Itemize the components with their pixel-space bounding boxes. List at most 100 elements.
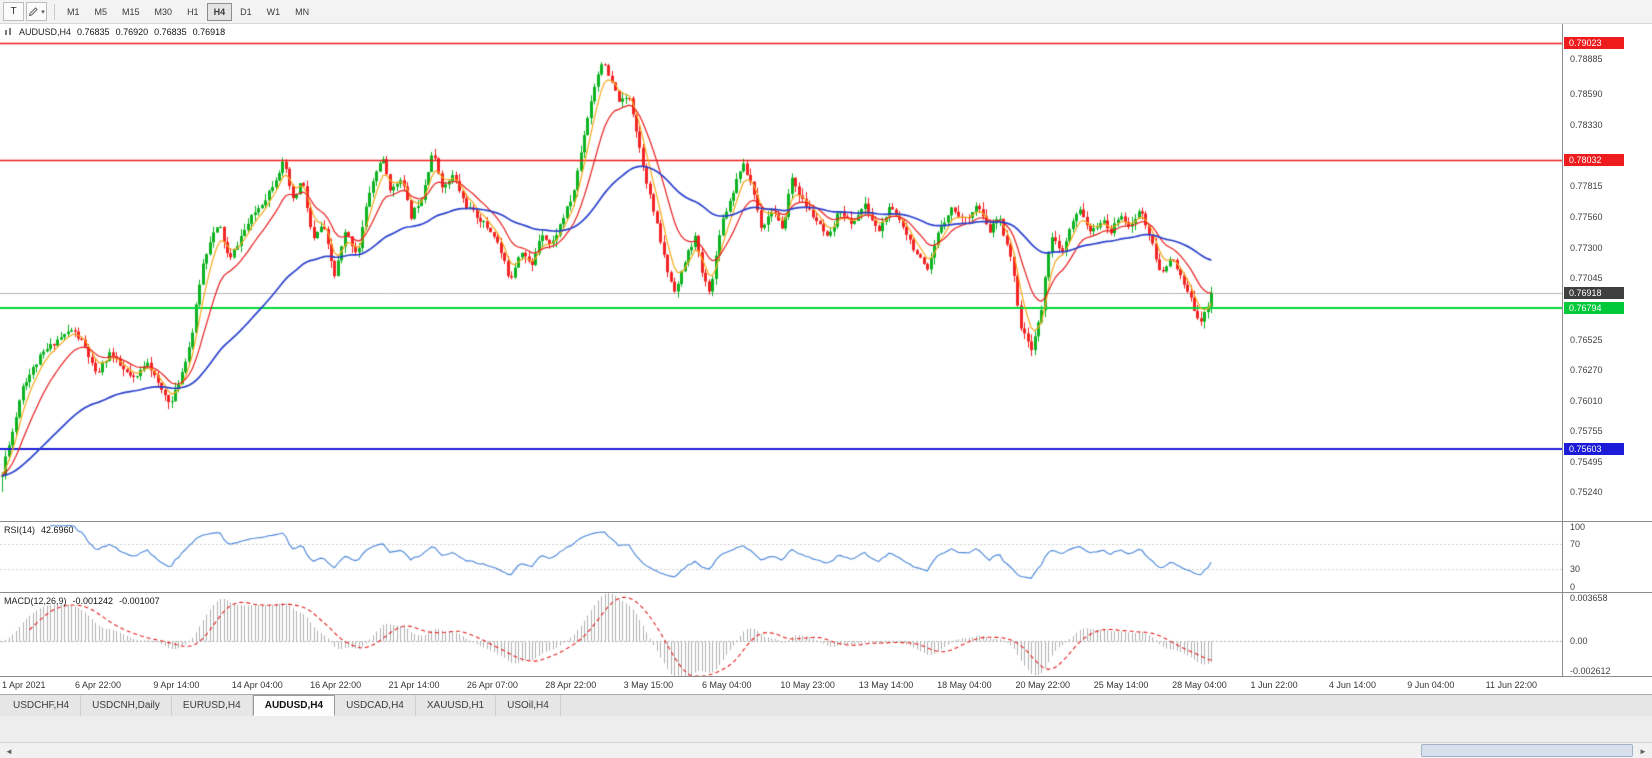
time-axis-label: 20 May 22:00 <box>1015 680 1070 690</box>
rsi-axis[interactable]: 100 70 30 0 <box>1562 522 1652 592</box>
timeframe-button-m15[interactable]: M15 <box>115 3 147 21</box>
pencil-icon <box>29 7 38 17</box>
rsi-axis-tick: 30 <box>1570 564 1581 575</box>
chart-tab-eurusd-h4[interactable]: EURUSD,H4 <box>171 695 253 716</box>
ohlc-high: 0.76920 <box>115 27 149 37</box>
toolbar-button-t[interactable]: T <box>3 2 24 21</box>
time-axis-label: 28 May 04:00 <box>1172 680 1227 690</box>
price-axis-tick: 0.76010 <box>1570 395 1603 406</box>
time-axis-label: 10 May 23:00 <box>780 680 835 690</box>
time-axis-label: 28 Apr 22:00 <box>545 680 597 690</box>
scroll-right-arrow-icon[interactable]: ► <box>1639 746 1647 756</box>
price-axis-tick: 0.78330 <box>1570 120 1603 131</box>
chart-tabs-bar: USDCHF,H4 USDCNH,Daily EURUSD,H4 AUDUSD,H4 U… <box>0 694 1652 716</box>
time-axis-label: 6 Apr 22:00 <box>75 680 122 690</box>
price-axis-tick: 0.76525 <box>1570 334 1603 345</box>
tab-label: USOil,H4 <box>507 700 549 711</box>
timeframe-button-m30[interactable]: M30 <box>148 3 180 21</box>
time-axis-label: 21 Apr 14:00 <box>388 680 440 690</box>
time-axis-label: 9 Jun 04:00 <box>1407 680 1455 690</box>
time-axis-label: 6 May 04:00 <box>701 680 752 690</box>
macd-value-signal: -0.001007 <box>119 596 160 606</box>
macd-axis[interactable]: 0.003658 0.00 -0.002612 <box>1562 593 1652 676</box>
macd-value-main: -0.001242 <box>72 596 114 606</box>
horizontal-scrollbar[interactable]: ◄ ► <box>0 742 1652 758</box>
time-axis-label: 11 Jun 22:00 <box>1485 680 1538 690</box>
timeframe-button-h1[interactable]: H1 <box>180 3 206 21</box>
status-strip <box>0 716 1652 742</box>
price-line-label: 0.76794 <box>1564 301 1624 314</box>
tab-label: EURUSD,H4 <box>182 700 241 711</box>
time-axis-label: 16 Apr 22:00 <box>310 680 362 690</box>
scroll-left-arrow-icon[interactable]: ◄ <box>5 746 13 756</box>
timeframe-button-m5[interactable]: M5 <box>88 3 115 21</box>
price-line-label: 0.78032 <box>1564 154 1624 167</box>
rsi-axis-tick: 70 <box>1570 538 1581 549</box>
macd-pane: MACD(12,26,9) -0.001242 -0.001007 0.0036… <box>0 592 1652 676</box>
rsi-canvas[interactable] <box>0 522 1562 592</box>
draw-tool-button[interactable]: ▾ <box>26 2 47 21</box>
ohlc-close: 0.76918 <box>192 27 226 37</box>
rsi-name: RSI(14) <box>4 525 36 535</box>
rsi-label: RSI(14) 42.6960 <box>4 525 74 535</box>
top-toolbar: T ▾ M1 M5 M15 M30 H1 H4 D1 W1 MN <box>0 0 1652 24</box>
price-line-label: 0.75603 <box>1564 443 1624 456</box>
time-axis-label: 14 Apr 04:00 <box>231 680 283 690</box>
price-axis[interactable]: 0.78885 0.78590 0.78330 0.77815 0.77560 0.773… <box>1562 24 1652 521</box>
chart-tab-usdcad-h4[interactable]: USDCAD,H4 <box>335 695 416 716</box>
symbol-icon <box>5 28 11 35</box>
time-axis-label: 9 Apr 14:00 <box>153 680 200 690</box>
macd-axis-tick: -0.002612 <box>1570 666 1611 676</box>
timeframe-button-m1[interactable]: M1 <box>60 3 87 21</box>
tab-label: USDCAD,H4 <box>346 700 404 711</box>
price-axis-tick: 0.77815 <box>1570 181 1603 192</box>
tab-label: AUDUSD,H4 <box>264 700 324 711</box>
ohlc-low: 0.76835 <box>154 27 187 37</box>
macd-canvas[interactable] <box>0 593 1562 676</box>
chart-tab-audusd-h4[interactable]: AUDUSD,H4 <box>252 695 336 716</box>
macd-name: MACD(12,26,9) <box>4 596 67 606</box>
chart-title: AUDUSD,H4 0.76835 0.76920 0.76835 0.7691… <box>4 27 225 37</box>
tab-label: USDCNH,Daily <box>92 700 160 711</box>
macd-axis-tick: 0.003658 <box>1570 593 1608 603</box>
time-axis-label: 4 Jun 14:00 <box>1328 680 1376 690</box>
price-line-label: 0.79023 <box>1564 36 1624 49</box>
price-line-label: 0.76918 <box>1564 286 1624 299</box>
price-chart-canvas[interactable] <box>0 24 1562 521</box>
timeframe-button-mn[interactable]: MN <box>288 3 316 21</box>
time-axis-label: 13 May 14:00 <box>858 680 914 690</box>
tab-label: XAUUSD,H1 <box>426 700 485 711</box>
ohlc-open: 0.76835 <box>77 27 110 37</box>
time-axis[interactable]: 1 Apr 2021 6 Apr 22:00 9 Apr 14:00 14 Apr 0… <box>0 676 1652 694</box>
chart-tab-usdcnh-daily[interactable]: USDCNH,Daily <box>81 695 172 716</box>
macd-label: MACD(12,26,9) -0.001242 -0.001007 <box>4 596 160 606</box>
macd-axis-tick: 0.00 <box>1570 636 1588 647</box>
price-axis-tick: 0.75755 <box>1570 426 1603 437</box>
tab-label: USDCHF,H4 <box>13 700 70 711</box>
price-axis-tick: 0.77560 <box>1570 211 1603 222</box>
price-axis-tick: 0.77045 <box>1570 272 1603 283</box>
price-axis-tick: 0.76270 <box>1570 364 1603 375</box>
time-axis-label: 3 May 15:00 <box>623 680 674 690</box>
chart-symbol: AUDUSD,H4 <box>19 27 72 37</box>
rsi-axis-tick: 100 <box>1570 522 1586 532</box>
chart-tab-usoil-h4[interactable]: USOil,H4 <box>496 695 561 716</box>
chart-tab-xauusd-h1[interactable]: XAUUSD,H1 <box>415 695 497 716</box>
chart-tab-usdchf-h4[interactable]: USDCHF,H4 <box>2 695 82 716</box>
rsi-pane: RSI(14) 42.6960 100 70 30 0 <box>0 521 1652 592</box>
rsi-axis-tick: 0 <box>1570 582 1576 592</box>
price-axis-tick: 0.75240 <box>1570 487 1603 498</box>
time-axis-label: 26 Apr 07:00 <box>466 680 518 690</box>
price-chart-pane: AUDUSD,H4 0.76835 0.76920 0.76835 0.7691… <box>0 24 1652 521</box>
timeframe-button-d1[interactable]: D1 <box>233 3 259 21</box>
timeframe-button-h4[interactable]: H4 <box>206 2 233 21</box>
price-axis-tick: 0.78885 <box>1570 54 1603 65</box>
price-axis-tick: 0.77300 <box>1570 242 1603 253</box>
rsi-value: 42.6960 <box>41 525 74 535</box>
timeframe-button-w1[interactable]: W1 <box>260 3 288 21</box>
toolbar-separator <box>54 3 55 20</box>
scrollbar-thumb[interactable] <box>1421 744 1633 757</box>
time-axis-label: 18 May 04:00 <box>937 680 992 690</box>
time-axis-label: 1 Apr 2021 <box>2 680 46 690</box>
